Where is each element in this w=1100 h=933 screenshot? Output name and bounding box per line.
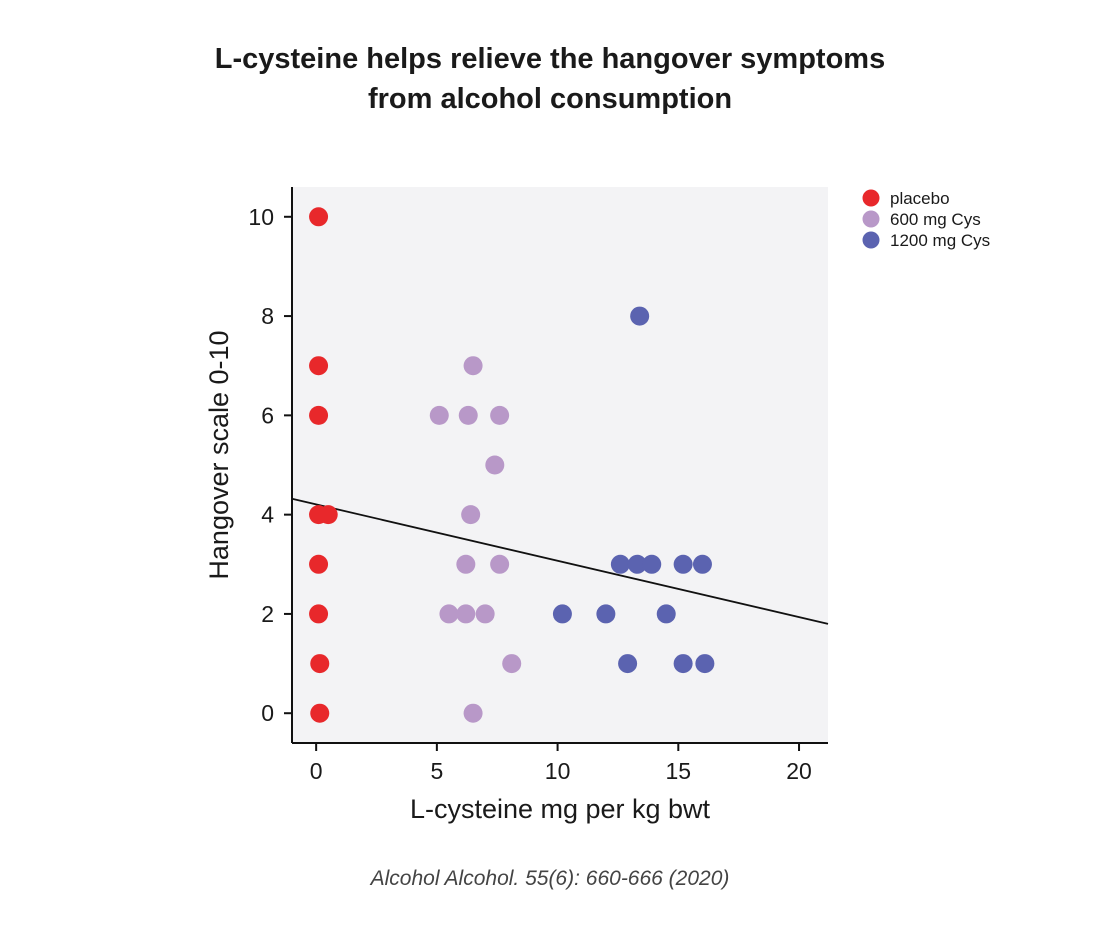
legend-marker-2: [862, 231, 880, 249]
point-series-0-4: [318, 505, 338, 525]
point-series-0-1: [309, 356, 329, 376]
y-axis-title: Hangover scale 0-10: [204, 330, 234, 579]
y-tick-label-0: 0: [261, 700, 274, 726]
point-series-1-5: [461, 505, 481, 525]
y-tick-label-6: 6: [261, 402, 274, 428]
point-series-1-2: [458, 405, 478, 425]
point-series-2-1: [610, 554, 630, 574]
point-series-1-10: [475, 604, 495, 624]
point-series-1-7: [490, 554, 510, 574]
point-series-1-9: [456, 604, 476, 624]
chart-title: L-cysteine helps relieve the hangover sy…: [215, 43, 885, 115]
point-series-2-4: [673, 554, 693, 574]
y-tick-label-10: 10: [248, 204, 274, 230]
point-series-1-6: [456, 554, 476, 574]
legend-label-2: 1200 mg Cys: [890, 231, 990, 250]
chart-title-line-1: L-cysteine helps relieve the hangover sy…: [215, 43, 885, 75]
x-tick-label-15: 15: [666, 758, 692, 784]
point-series-2-3: [642, 554, 662, 574]
point-series-0-2: [309, 405, 329, 425]
point-series-2-9: [618, 654, 638, 674]
x-tick-label-10: 10: [545, 758, 571, 784]
point-series-1-1: [429, 405, 449, 425]
point-series-2-11: [695, 654, 715, 674]
legend: placebo 600 mg Cys 1200 mg Cys: [862, 189, 990, 250]
point-series-2-8: [656, 604, 676, 624]
point-series-0-6: [309, 604, 329, 624]
legend-label-1: 600 mg Cys: [890, 210, 981, 229]
y-tick-label-2: 2: [261, 601, 274, 627]
legend-marker-0: [862, 189, 880, 207]
point-series-0-7: [310, 654, 330, 674]
point-series-2-10: [673, 654, 693, 674]
point-series-2-0: [630, 306, 650, 326]
x-tick-label-0: 0: [310, 758, 323, 784]
plot-area: [292, 187, 828, 743]
point-series-1-4: [485, 455, 505, 475]
point-series-2-2: [627, 554, 647, 574]
point-series-0-5: [309, 554, 329, 574]
legend-marker-1: [862, 210, 880, 228]
x-tick-label-20: 20: [786, 758, 812, 784]
point-series-1-3: [490, 405, 510, 425]
point-series-1-11: [502, 654, 522, 674]
y-tick-label-8: 8: [261, 303, 274, 329]
chart-title-line-2: from alcohol consumption: [368, 83, 732, 115]
point-series-0-0: [309, 207, 329, 227]
point-series-1-12: [463, 703, 483, 723]
point-series-1-0: [463, 356, 483, 376]
y-tick-label-4: 4: [261, 502, 274, 528]
trend-line: [291, 497, 829, 625]
x-tick-label-5: 5: [430, 758, 443, 784]
point-series-2-6: [552, 604, 572, 624]
point-series-0-8: [310, 703, 330, 723]
point-series-2-7: [596, 604, 616, 624]
point-series-2-5: [692, 554, 712, 574]
legend-label-0: placebo: [890, 189, 950, 208]
point-series-1-8: [439, 604, 459, 624]
citation: Alcohol Alcohol. 55(6): 660-666 (2020): [369, 867, 730, 890]
x-axis-title: L-cysteine mg per kg bwt: [410, 794, 711, 824]
